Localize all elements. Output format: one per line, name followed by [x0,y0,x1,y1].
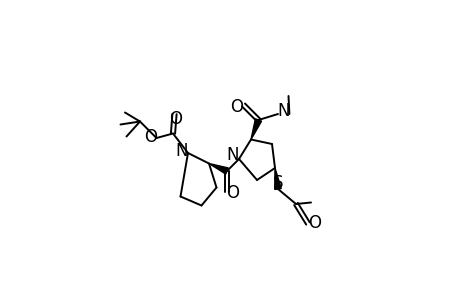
Text: O: O [144,128,157,146]
Polygon shape [251,119,261,140]
Polygon shape [208,164,228,174]
Text: S: S [272,174,283,192]
Text: O: O [226,184,239,202]
Text: N: N [175,142,187,160]
Polygon shape [274,168,280,190]
Text: O: O [230,98,243,116]
Text: O: O [308,214,320,232]
Text: N: N [226,146,238,164]
Text: O: O [169,110,182,128]
Text: N: N [277,102,290,120]
